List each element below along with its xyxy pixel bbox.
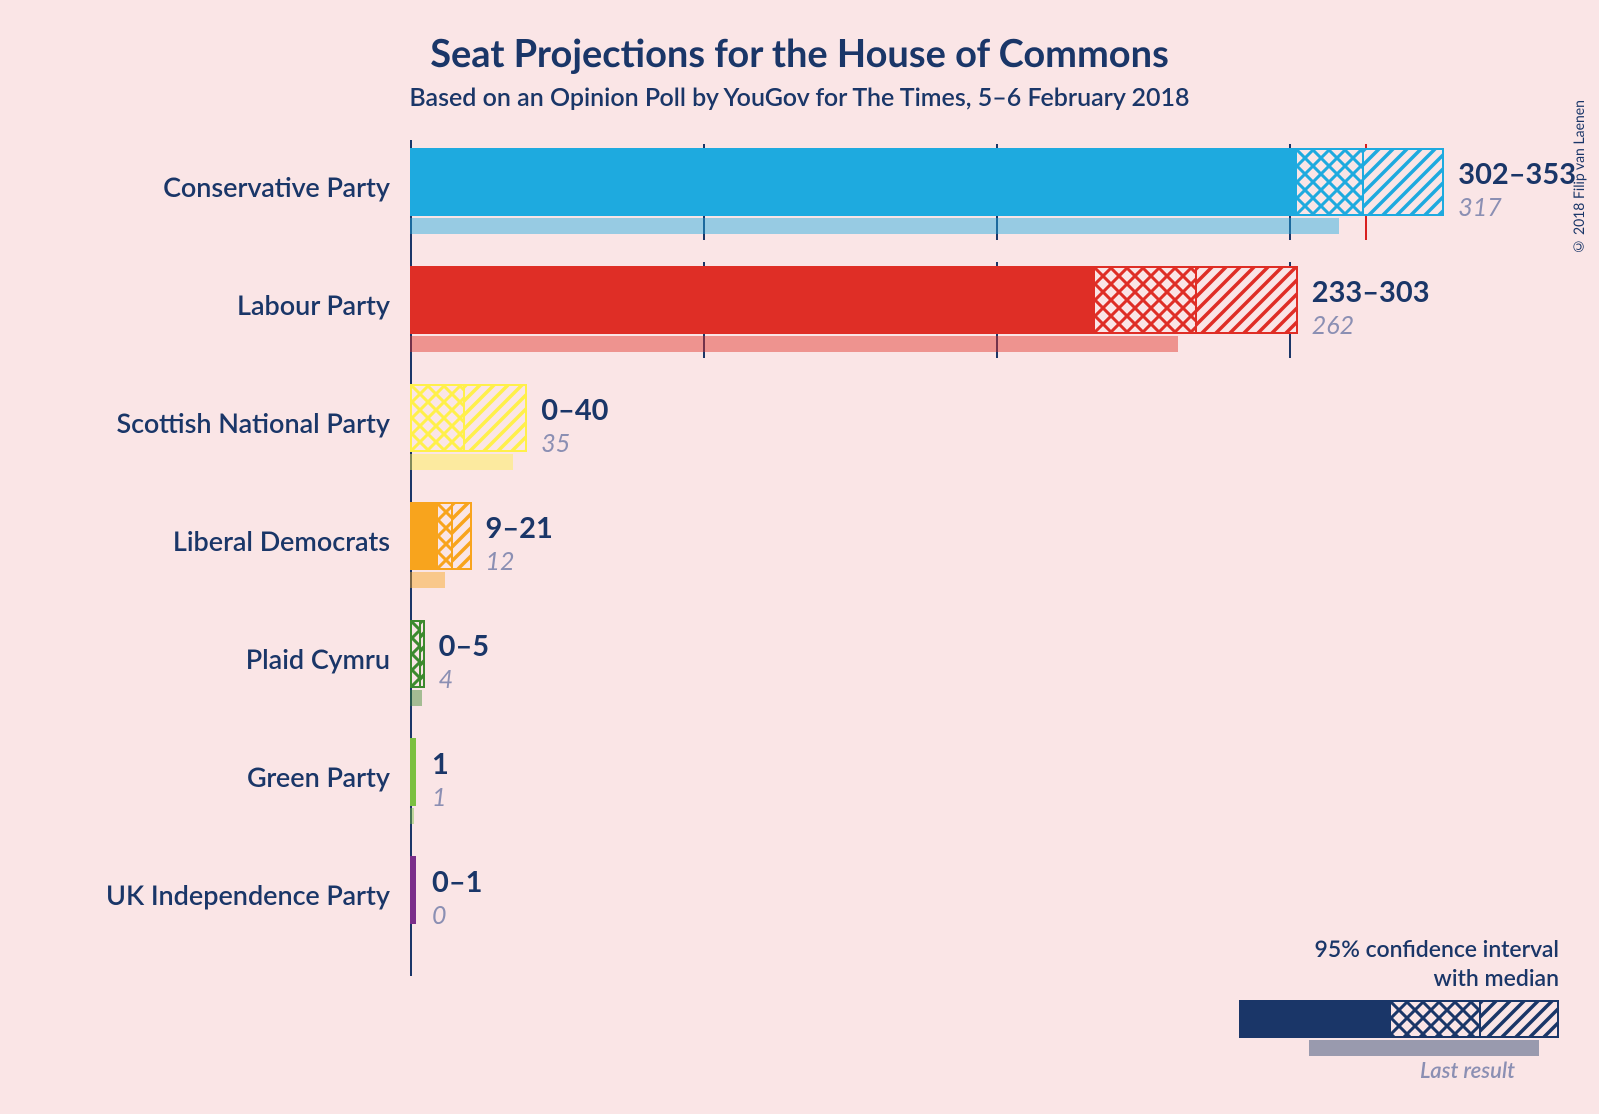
legend-diag: [1479, 1000, 1559, 1038]
bar-diag-hatch: [419, 620, 425, 688]
previous-label: 4: [439, 664, 454, 694]
party-label: UK Independence Party: [80, 878, 390, 911]
bar-crosshatch: [1093, 266, 1196, 334]
chart-title: Seat Projections for the House of Common…: [0, 0, 1599, 76]
bar-diag-hatch: [1362, 148, 1444, 216]
bar-diag-hatch: [451, 502, 472, 570]
bar-last-result: [410, 336, 1178, 352]
legend: 95% confidence interval with median Last…: [1199, 934, 1559, 1074]
party-label: Green Party: [80, 760, 390, 793]
bar-diag-hatch: [1195, 266, 1298, 334]
party-row: Labour Party 233–303262: [80, 258, 1520, 376]
bar-last-result: [410, 808, 414, 824]
party-label: Liberal Democrats: [80, 524, 390, 557]
legend-last-label: Last result: [1199, 1056, 1515, 1083]
previous-label: 262: [1312, 310, 1354, 340]
party-row: Scottish National Party 0–4035: [80, 376, 1520, 494]
previous-label: 12: [486, 546, 515, 576]
bar-crosshatch: [1295, 148, 1362, 216]
chart-area: Conservative Party302–353317Labour Party…: [80, 140, 1520, 980]
previous-label: 35: [541, 428, 570, 458]
bar-crosshatch: [410, 620, 419, 688]
range-label: 233–303: [1312, 274, 1430, 309]
party-label: Labour Party: [80, 288, 390, 321]
party-row: Green Party 11: [80, 730, 1520, 848]
previous-label: 317: [1458, 192, 1502, 222]
bar-diag-hatch: [463, 384, 527, 452]
legend-line1: 95% confidence interval: [1315, 934, 1559, 962]
bar-solid: [410, 266, 1093, 334]
bar-crosshatch: [410, 384, 463, 452]
legend-last-bar: [1309, 1040, 1539, 1056]
bar-crosshatch: [436, 502, 451, 570]
range-label: 1: [432, 746, 449, 781]
grid-tick: [527, 380, 529, 476]
previous-label: 1: [432, 782, 447, 812]
legend-line2: with median: [1434, 963, 1559, 991]
party-row: Plaid Cymru 0–54: [80, 612, 1520, 730]
party-label: Scottish National Party: [80, 406, 390, 439]
range-label: 302–353: [1458, 156, 1576, 191]
bar-last-result: [410, 454, 513, 470]
party-row: Liberal Democrats 9–2112: [80, 494, 1520, 612]
party-label: Conservative Party: [80, 170, 390, 203]
bar-last-result: [410, 572, 445, 588]
bar-thin: [410, 738, 416, 806]
party-row: Conservative Party302–353317: [80, 140, 1520, 258]
previous-label: 0: [432, 900, 447, 930]
bar-last-result: [410, 218, 1339, 234]
range-label: 9–21: [486, 510, 553, 545]
bar-last-result: [410, 690, 422, 706]
party-label: Plaid Cymru: [80, 642, 390, 675]
bar-solid: [410, 502, 436, 570]
legend-crosshatch: [1389, 1000, 1479, 1038]
bar-solid: [410, 148, 1295, 216]
legend-bar: [1239, 1000, 1559, 1038]
chart-subtitle: Based on an Opinion Poll by YouGov for T…: [0, 82, 1599, 112]
range-label: 0–40: [541, 392, 608, 427]
legend-title: 95% confidence interval with median: [1199, 934, 1559, 992]
bar-thin: [410, 856, 416, 924]
range-label: 0–1: [432, 864, 482, 899]
range-label: 0–5: [439, 628, 489, 663]
legend-solid: [1239, 1000, 1389, 1038]
